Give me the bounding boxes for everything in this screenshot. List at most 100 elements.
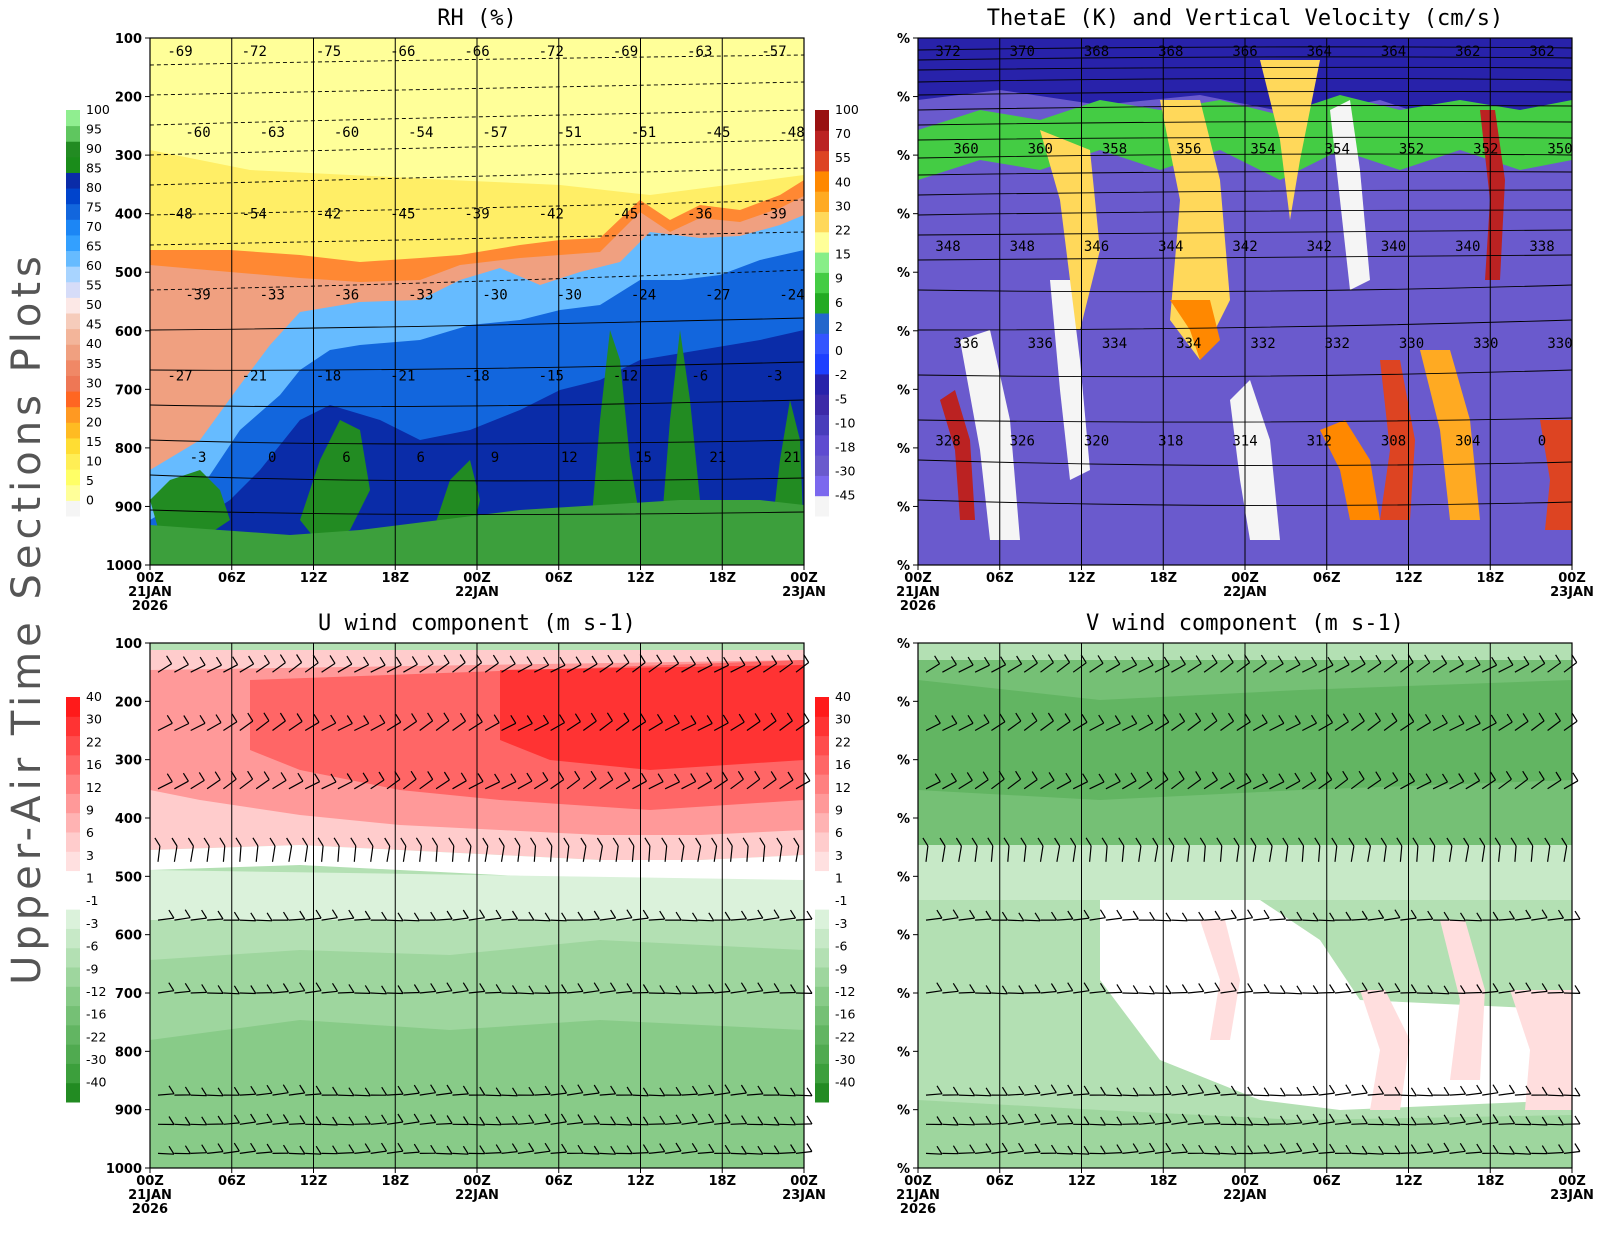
u-x-tick-label: 06Z [218, 1174, 246, 1189]
v-wind-barb [1302, 912, 1319, 922]
u-wind-barb [664, 714, 680, 732]
u-wind-barb [370, 1086, 388, 1096]
v-wind-barb [1072, 773, 1089, 790]
u-colorbar-swatch [66, 909, 80, 929]
u-x-date-label: 22JAN [455, 1188, 499, 1203]
u-wind-barb [599, 1085, 617, 1096]
th-contour-label: 368 [1084, 44, 1109, 60]
u-wind-barb [779, 771, 794, 790]
th-contour-label: 318 [1158, 434, 1183, 450]
u-wind-barb [615, 654, 630, 673]
u-wind-barb [452, 1116, 470, 1126]
u-wind-barb [628, 837, 635, 862]
v-wind-barb [1252, 714, 1268, 732]
v-y-tick-label: % [897, 637, 910, 652]
u-wind-barb [713, 771, 729, 790]
u-wind-barb [485, 1144, 502, 1154]
th-contour-label: 372 [935, 44, 960, 60]
th-contour-label: 352 [1473, 141, 1498, 157]
th-contour-label: 362 [1455, 44, 1480, 60]
u-wind-barb [697, 715, 713, 732]
th-colorbar-label: 6 [835, 295, 843, 310]
u-wind-barb [762, 712, 777, 731]
u-wind-barb [762, 655, 778, 673]
v-wind-barb [1171, 1143, 1188, 1154]
rh-colorbar-label: 10 [86, 453, 102, 468]
v-wind-barb [1269, 1087, 1287, 1097]
u-wind-barb [431, 837, 438, 862]
u-wind-barb [501, 985, 519, 994]
th-contour-label: 344 [1158, 239, 1183, 255]
rh-contour-label: -51 [557, 125, 582, 141]
rh-contour-label: -60 [334, 125, 359, 141]
rh-y-tick-label: 300 [115, 149, 142, 164]
u-wind-barb [779, 984, 797, 994]
rh-x-date-label: 21JAN [128, 585, 172, 600]
rh-colorbar-swatch [66, 500, 80, 517]
u-wind-barb [272, 1144, 290, 1154]
v-wind-barb [1334, 983, 1352, 994]
v-wind-barb [1056, 1115, 1074, 1125]
v-wind-barb [1334, 911, 1352, 921]
rh-contour-labels: -69 -72 -75 -66 -66 -72 -69 -63 -57-60 -63 -60 -54-… [167, 44, 804, 466]
v-wind-barb [1285, 985, 1303, 995]
v-wind-barb [1465, 772, 1481, 790]
v-wind-barb [1024, 1084, 1041, 1096]
v-wind-barb [1040, 1144, 1058, 1154]
v-colorbar-swatch [815, 812, 829, 833]
v-colorbar-label: -3 [835, 916, 847, 931]
u-wind-barb [534, 1085, 551, 1096]
u-wind-barb [256, 912, 273, 922]
thetae-panel: ThetaE (K) and Vertical Velocity (cm/s) [815, 6, 1594, 614]
v-wind-barb [1481, 714, 1497, 732]
rh-y-tick-label: 200 [115, 91, 142, 106]
v-wind-barb [1024, 912, 1041, 922]
v-wind-barb [1433, 985, 1450, 995]
v-colorbar-swatch [815, 889, 829, 910]
u-x-date-label: 23JAN [782, 1188, 826, 1203]
v-wind-barb [975, 910, 992, 921]
v-colorbar-label: -16 [835, 1007, 855, 1022]
th-contour-label: 314 [1232, 434, 1257, 450]
u-wind-barb [333, 837, 340, 862]
v-wind-barb [925, 1116, 943, 1126]
u-wind-barb [665, 911, 682, 921]
u-wind-barb [583, 982, 600, 994]
th-colorbar-label: 9 [835, 271, 843, 286]
v-wind-barb [942, 772, 957, 790]
th-colorbar-label: -30 [835, 464, 855, 479]
thetae-time-gridlines [999, 38, 1491, 565]
rh-y-tick-label: 800 [115, 442, 142, 457]
v-wind-barb [1203, 654, 1218, 673]
u-wind-barb [714, 1114, 731, 1125]
u-wind-barb [255, 712, 270, 731]
u-wind-barb [321, 1145, 339, 1155]
v-wind-barb [1416, 773, 1432, 790]
u-colorbar-swatch [66, 851, 80, 872]
v-wind-barb [1302, 656, 1318, 673]
u-wind-barb [714, 1144, 731, 1154]
v-wind-barb [1269, 1143, 1286, 1154]
v-wind-barb [958, 1087, 976, 1097]
u-wind-barb [534, 1142, 551, 1154]
th-contour-label: 338 [1529, 239, 1554, 255]
v-wind-barb [1204, 1084, 1221, 1096]
u-wind-barb [714, 911, 731, 921]
figure-title: Upper-Air Time Sections Plots [4, 251, 50, 985]
v-wind-barb [1383, 712, 1398, 731]
th-contour-label: 334 [1102, 336, 1127, 352]
u-wind-barb [304, 654, 319, 673]
v-wind-barb [958, 1116, 976, 1126]
u-wind-barb [403, 1084, 420, 1096]
u-wind-barb [730, 910, 748, 921]
v-wind-barb [1073, 982, 1090, 994]
rh-contour-label: -18 [316, 369, 341, 385]
v-x-tick-label: 18Z [1149, 1174, 1177, 1189]
rh-colorbar-label: 60 [86, 258, 102, 273]
v-wind-barb [1465, 984, 1483, 994]
th-contour-label: 354 [1250, 141, 1275, 157]
u-wind-barb [386, 1085, 404, 1096]
v-wind-barb [1187, 655, 1202, 673]
v-wind-barb [1563, 772, 1579, 790]
u-y-tick-label: 900 [115, 1104, 142, 1119]
